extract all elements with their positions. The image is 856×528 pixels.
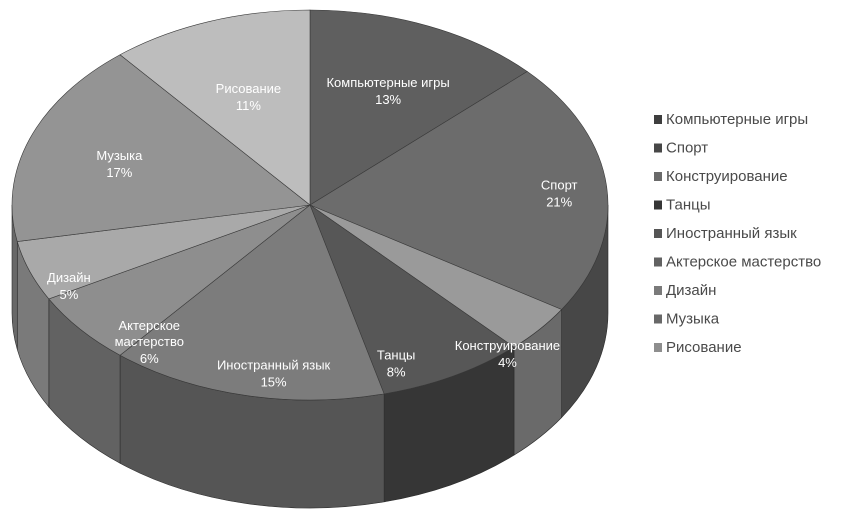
slice-label-8: Музыка 17% — [96, 148, 143, 180]
slice-label-3: Конструирование 4% — [455, 338, 560, 370]
pie-slice-4 — [309, 204, 515, 395]
legend-label-6: Актерское мастерство — [666, 254, 821, 271]
slice-label-7: Дизайн 5% — [47, 270, 91, 302]
slice-label-1: Компьютерные игры 13% — [326, 75, 449, 107]
legend-swatch-6 — [654, 257, 662, 267]
legend-label-2: Спорт — [666, 140, 708, 157]
slice-label-5: Иностранный язык 15% — [217, 358, 331, 390]
pie-slice-5 — [119, 204, 385, 401]
slice-value-7: 5% — [59, 287, 78, 302]
legend-swatch-1 — [654, 115, 662, 124]
legend-swatch-4 — [654, 200, 662, 210]
slice-label-2: Спорт 21% — [541, 178, 578, 210]
pie-slice-2 — [309, 71, 609, 310]
slice-label-9: Рисование 11% — [216, 81, 281, 113]
slice-value-6: 6% — [140, 351, 159, 366]
pie-slice-9 — [119, 9, 311, 206]
pie-side-walls — [11, 204, 609, 509]
legend-label-5: Иностранный язык — [666, 225, 797, 242]
slice-value-1: 13% — [375, 92, 401, 107]
legend-label-1: Компьютерные игры — [666, 111, 808, 128]
legend-swatch-2 — [654, 143, 662, 153]
slice-value-5: 15% — [261, 375, 287, 390]
pie-slice-1 — [309, 9, 528, 206]
legend-label-3: Конструирование — [666, 168, 788, 185]
pie-slice-8 — [11, 54, 311, 242]
legend: Компьютерные игры Спорт Конструирование Тан… — [654, 111, 821, 356]
slice-value-3: 4% — [498, 355, 517, 370]
slice-value-8: 17% — [106, 165, 132, 180]
slice-value-2: 21% — [546, 195, 572, 210]
legend-swatch-5 — [654, 229, 662, 238]
pie-top-faces — [11, 9, 609, 401]
legend-label-7: Дизайн — [666, 282, 716, 299]
slice-label-6: Актерское мастерство 6% — [115, 318, 184, 366]
slice-value-9: 11% — [236, 98, 261, 113]
legend-swatch-3 — [654, 172, 662, 181]
legend-label-8: Музыка — [666, 311, 720, 328]
legend-swatch-7 — [654, 286, 662, 295]
slice-value-4: 8% — [387, 365, 406, 380]
legend-label-4: Танцы — [666, 197, 711, 214]
legend-swatch-9 — [654, 343, 662, 352]
slice-label-4: Танцы 8% — [377, 348, 416, 380]
legend-swatch-8 — [654, 314, 662, 324]
legend-label-9: Рисование — [666, 339, 742, 356]
slice-labels: Компьютерные игры 13% Спорт 21% Конструирова… — [47, 75, 578, 390]
